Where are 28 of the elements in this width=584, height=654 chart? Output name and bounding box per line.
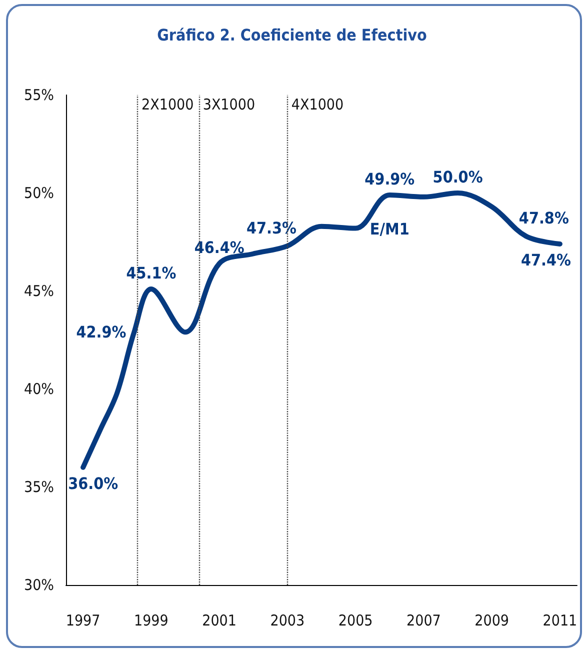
data-label: 50.0% — [432, 168, 483, 186]
x-tick-label: 2011 — [542, 612, 578, 630]
x-tick-label: 1999 — [134, 612, 168, 630]
y-tick-label: 55% — [24, 86, 54, 104]
data-label: 46.4% — [194, 238, 244, 258]
x-tick-label: 2003 — [270, 612, 305, 630]
ref-line-label: 3X1000 — [202, 96, 256, 114]
chart-title: Gráfico 2. Coeficiente de Efectivo — [157, 26, 428, 44]
series-label: E/M1 — [370, 219, 410, 238]
x-tick-label: 2001 — [202, 612, 236, 630]
ref-line-label: 2X1000 — [142, 96, 194, 114]
y-tick-label: 30% — [24, 576, 54, 594]
data-label: 49.9% — [364, 169, 415, 188]
y-tick-label: 40% — [24, 380, 54, 398]
data-label: 42.9% — [76, 322, 126, 342]
y-tick-label: 45% — [24, 282, 54, 300]
ref-line-label: 4X1000 — [291, 96, 344, 114]
data-label: 36.0% — [68, 474, 118, 493]
data-label: 47.4% — [521, 250, 571, 270]
data-label: 45.1% — [126, 264, 176, 283]
y-tick-label: 35% — [24, 478, 54, 496]
data-label: 47.8% — [518, 208, 569, 228]
x-tick-label: 1997 — [66, 612, 100, 630]
x-tick-label: 2009 — [474, 612, 510, 630]
y-tick-label: 50% — [24, 184, 54, 202]
x-tick-label: 2005 — [338, 612, 373, 630]
data-label: 47.3% — [246, 218, 296, 238]
x-tick-label: 2007 — [406, 612, 441, 630]
